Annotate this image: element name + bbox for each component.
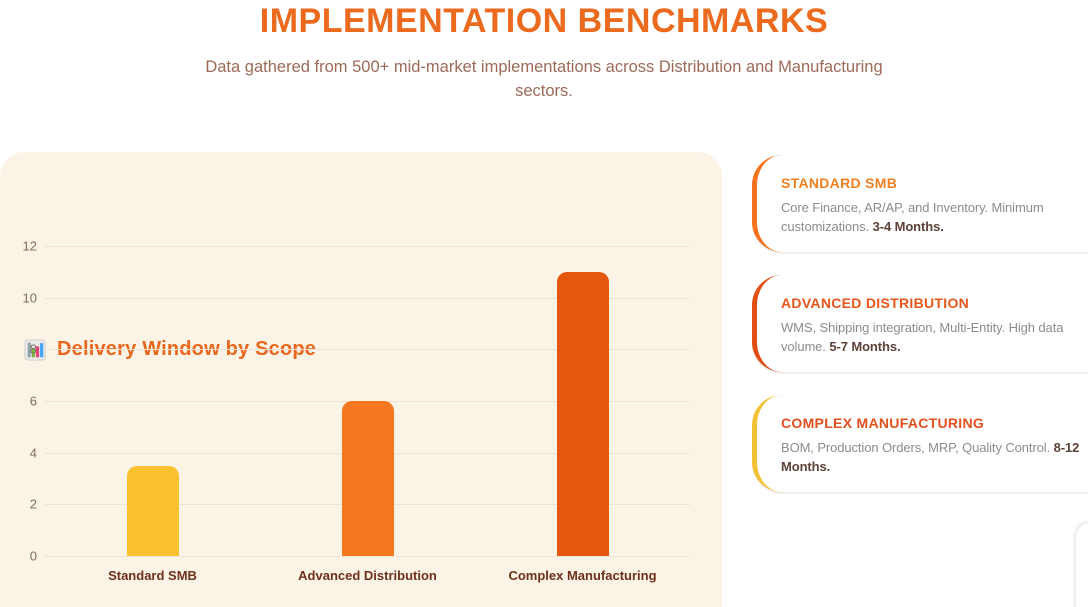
x-category-label-standard-smb: Standard SMB [108, 568, 197, 583]
bar-standard-smb [126, 465, 179, 556]
page-header: IMPLEMENTATION BENCHMARKS Data gathered … [0, 0, 1088, 103]
benchmark-description: Core Finance, AR/AP, and Inventory. Mini… [781, 198, 1081, 236]
gridline-y-0 [45, 556, 690, 557]
benchmark-duration: 5-7 Months. [829, 339, 901, 354]
y-tick-label-0: 0 [29, 548, 37, 564]
y-tick-label-6: 6 [29, 393, 37, 409]
benchmark-card-standard-smb: STANDARD SMB Core Finance, AR/AP, and In… [752, 155, 1088, 252]
y-tick-label-8: 8 [29, 341, 37, 357]
y-tick-label-2: 2 [29, 496, 37, 512]
page-title: IMPLEMENTATION BENCHMARKS [259, 2, 829, 40]
benchmark-description-text: WMS, Shipping integration, Multi-Entity.… [781, 320, 1064, 354]
chart-card-header: Delivery Window by Scope [24, 338, 316, 361]
chart-card: Delivery Window by Scope 0 2 4 6 8 10 12 Standa… [0, 152, 722, 607]
chart-plot: 0 2 4 6 8 10 12 Standard SMB Advanced Distributi… [23, 239, 690, 583]
benchmark-duration: 8-12 Months. [781, 440, 1080, 474]
benchmark-heading: ADVANCED DISTRIBUTION [781, 295, 970, 311]
benchmark-heading: COMPLEX MANUFACTURING [781, 415, 985, 431]
benchmark-description: BOM, Production Orders, MRP, Quality Con… [781, 438, 1081, 476]
benchmark-description: WMS, Shipping integration, Multi-Entity.… [781, 318, 1081, 356]
chart-title: Delivery Window by Scope [57, 338, 317, 360]
next-section-card-corner [1076, 523, 1088, 607]
bar-advanced-distribution [341, 401, 394, 556]
x-category-label-advanced-distribution: Advanced Distribution [298, 568, 437, 583]
benchmark-description-text: Core Finance, AR/AP, and Inventory. Mini… [781, 200, 1044, 234]
gridline-y-12 [45, 246, 690, 247]
x-category-label-complex-manufacturing: Complex Manufacturing [508, 568, 657, 583]
benchmark-card-complex-manufacturing: COMPLEX MANUFACTURING BOM, Production Or… [752, 395, 1088, 492]
page-subtitle: Data gathered from 500+ mid-market imple… [205, 58, 883, 100]
benchmark-heading: STANDARD SMB [781, 175, 898, 191]
gridline-y-10 [45, 297, 690, 299]
y-tick-label-12: 12 [22, 238, 37, 254]
benchmark-card-advanced-distribution: ADVANCED DISTRIBUTION WMS, Shipping inte… [752, 275, 1088, 372]
benchmark-description-text: BOM, Production Orders, MRP, Quality Con… [781, 440, 1051, 455]
bar-complex-manufacturing [556, 271, 609, 556]
y-tick-label-4: 4 [29, 445, 37, 461]
y-tick-label-10: 10 [22, 290, 37, 306]
benchmark-duration: 3-4 Months. [872, 219, 944, 234]
gridline-y-8 [45, 349, 690, 351]
